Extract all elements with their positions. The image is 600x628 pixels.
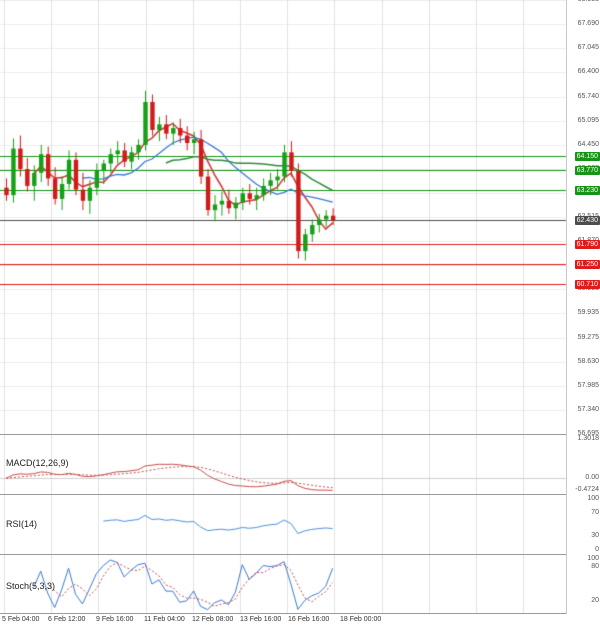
x-axis-tick: 6 Feb 12:00 — [48, 616, 86, 623]
price-y-tick: 58.630 — [577, 357, 599, 365]
sub-y-tick: 100 — [587, 495, 599, 502]
x-axis-tick: 16 Feb 16:00 — [288, 616, 330, 623]
macd-panel: MACD(12,26,9) 1.3018 0.00 -0.4724 — [0, 435, 600, 494]
price-level-tag: 64.150 — [574, 151, 600, 161]
right-axis-line — [566, 0, 567, 614]
panel-divider-1 — [0, 434, 566, 435]
sub-y-tick: 30 — [591, 532, 599, 540]
price-level-tag: 63.230 — [574, 185, 600, 195]
x-axis-tick: 5 Feb 04:00 — [2, 616, 40, 623]
stoch-plot — [0, 555, 600, 613]
price-y-tick: 64.450 — [577, 140, 599, 148]
sub-y-tick: 0 — [595, 546, 599, 553]
price-plot — [0, 0, 600, 434]
rsi-plot — [0, 495, 600, 554]
rsi-panel: RSI(14) 100 70 30 0 — [0, 495, 600, 554]
panel-divider-2 — [0, 494, 566, 495]
x-axis-tick: 11 Feb 04:00 — [144, 616, 185, 623]
sub-y-tick: 70 — [591, 508, 599, 516]
price-y-tick: 59.935 — [577, 309, 599, 317]
price-level-tag: 60.710 — [574, 279, 600, 289]
sub-y-tick: 100 — [587, 555, 599, 562]
sub-y-tick: 20 — [591, 597, 599, 605]
stoch-label: Stoch(5,3,3) — [6, 581, 56, 591]
price-y-tick: 66.400 — [577, 68, 599, 76]
macd-label: MACD(12,26,9) — [6, 458, 69, 468]
sub-y-tick: 0.00 — [585, 474, 599, 482]
x-axis-tick: 18 Feb 00:00 — [340, 616, 382, 623]
macd-plot — [0, 435, 600, 494]
price-y-tick: 56.695 — [577, 430, 599, 437]
sub-y-tick: 1.3018 — [577, 435, 599, 442]
sub-y-tick: -0.4724 — [575, 486, 599, 493]
x-axis-tick: 12 Feb 08:00 — [192, 616, 234, 623]
price-y-tick: 67.690 — [577, 20, 599, 28]
panel-divider-3 — [0, 554, 566, 555]
price-y-tick: 57.985 — [577, 381, 599, 389]
x-axis-tick: 13 Feb 16:00 — [240, 616, 282, 623]
rsi-label: RSI(14) — [6, 519, 38, 529]
price-y-tick: 59.275 — [577, 333, 599, 341]
panel-divider-4 — [0, 613, 566, 614]
price-y-tick: 67.045 — [577, 44, 599, 52]
sub-y-tick: 80 — [591, 562, 599, 570]
price-y-tick: 68.335 — [578, 0, 599, 4]
price-panel: 68.335 67.690 67.045 66.400 65.740 65.095 64.4… — [0, 0, 600, 437]
price-level-tag: 61.250 — [574, 259, 600, 269]
stoch-panel: Stoch(5,3,3) 100 80 20 — [0, 555, 600, 613]
price-level-tag: 62.430 — [574, 215, 600, 225]
x-axis-tick: 9 Feb 16:00 — [96, 616, 134, 623]
x-axis: 5 Feb 04:00 6 Feb 12:00 9 Feb 16:00 11 Feb … — [0, 614, 600, 628]
price-level-tag: 63.770 — [574, 165, 600, 175]
price-y-tick: 57.340 — [577, 405, 599, 413]
price-y-tick: 65.740 — [577, 92, 599, 100]
price-y-tick: 65.095 — [577, 116, 599, 124]
price-level-tag: 61.790 — [574, 239, 600, 249]
